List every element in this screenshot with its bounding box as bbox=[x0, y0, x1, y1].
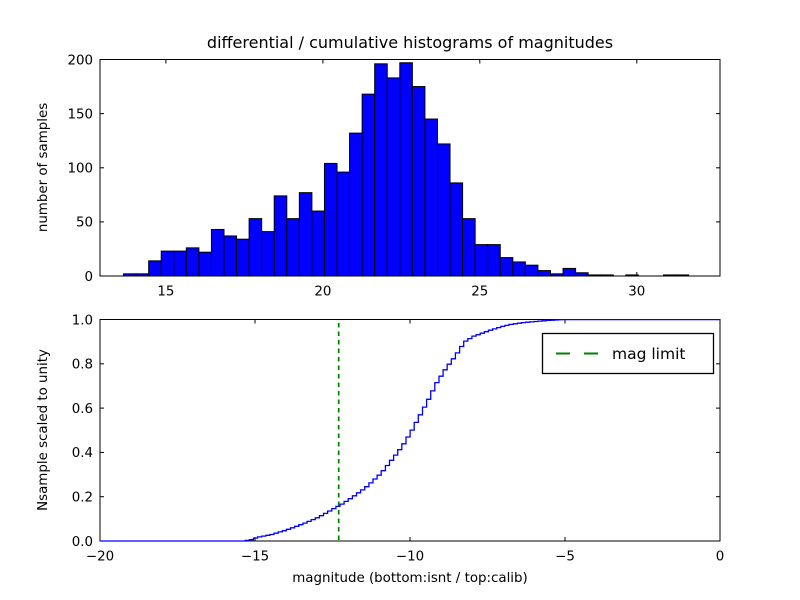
x-tick-label: −15 bbox=[241, 550, 269, 565]
histogram-bar bbox=[436, 143, 451, 277]
histogram-bar bbox=[575, 272, 589, 277]
histogram-bar bbox=[349, 132, 363, 277]
histogram-bars bbox=[123, 62, 690, 277]
histogram-bar bbox=[261, 231, 275, 277]
legend-box bbox=[541, 332, 715, 375]
y-tick-label: 1.0 bbox=[72, 313, 93, 328]
histogram-bar bbox=[123, 273, 137, 277]
histogram-bar bbox=[236, 238, 250, 277]
histogram-bar bbox=[675, 274, 690, 277]
histogram-bar bbox=[562, 267, 577, 277]
y-tick-label: 0.6 bbox=[72, 402, 93, 417]
histogram-bar bbox=[160, 250, 175, 277]
histogram-bar bbox=[135, 273, 150, 277]
y-tick-label: 100 bbox=[67, 162, 93, 177]
histogram-bar bbox=[449, 182, 464, 277]
bottom-y-axis-label: Nsample scaled to unity bbox=[36, 349, 51, 511]
histogram-bar bbox=[185, 247, 200, 277]
histogram-bar bbox=[286, 218, 300, 277]
histogram-bar bbox=[198, 251, 212, 277]
histogram-bar bbox=[273, 195, 288, 277]
legend-label: mag limit bbox=[612, 345, 685, 363]
charts-layer: 15 20 25 30 0 50 100 150 200 −20 −15 −10 −5 0 0.0 0.2 0.… bbox=[67, 53, 724, 564]
top-y-axis-label: number of samples bbox=[36, 103, 51, 232]
histogram-bar bbox=[600, 274, 614, 277]
x-tick-label: −20 bbox=[86, 550, 114, 565]
y-tick-label: 0.0 bbox=[72, 535, 93, 550]
histogram-bar bbox=[499, 257, 514, 277]
histogram-bar bbox=[361, 93, 376, 277]
x-tick-label: 20 bbox=[314, 285, 331, 300]
x-tick-label: 25 bbox=[471, 285, 488, 300]
x-tick-label: −10 bbox=[396, 550, 424, 565]
y-tick-label: 0.8 bbox=[72, 358, 93, 373]
legend: mag limit bbox=[541, 332, 715, 375]
histogram-bar bbox=[248, 218, 263, 277]
histogram-bar bbox=[223, 235, 238, 277]
histogram-bar bbox=[336, 171, 351, 277]
x-tick-label: −5 bbox=[555, 550, 575, 565]
histogram-bar bbox=[173, 250, 187, 277]
y-tick-label: 0.2 bbox=[72, 491, 93, 506]
histogram-bar bbox=[537, 270, 551, 277]
cumulative-curve bbox=[100, 318, 720, 542]
histogram-bar bbox=[311, 210, 325, 277]
histogram-bar bbox=[323, 162, 338, 277]
histogram-bar bbox=[587, 274, 602, 277]
figure-title: differential / cumulative histograms of … bbox=[207, 33, 613, 52]
histogram-bar bbox=[625, 274, 639, 277]
y-tick-label: 0.4 bbox=[72, 446, 93, 461]
y-tick-label: 0 bbox=[84, 270, 93, 285]
histogram-bar bbox=[462, 218, 476, 277]
histogram-bar bbox=[512, 261, 526, 277]
histogram-bar bbox=[474, 244, 489, 277]
histogram-bar bbox=[399, 62, 413, 277]
histogram-bar bbox=[148, 260, 162, 277]
y-tick-label: 200 bbox=[67, 53, 93, 68]
x-tick-label: 0 bbox=[716, 550, 725, 565]
histogram-bar bbox=[411, 86, 426, 277]
histogram-bar bbox=[210, 228, 225, 277]
x-tick-label: 30 bbox=[628, 285, 645, 300]
histogram-bar bbox=[298, 192, 313, 277]
y-tick-label: 150 bbox=[67, 107, 93, 122]
histogram-bar bbox=[487, 244, 501, 277]
histogram-bar bbox=[662, 274, 677, 277]
histogram-bar bbox=[374, 63, 388, 277]
histogram-bar bbox=[386, 77, 401, 277]
y-tick-label: 50 bbox=[76, 216, 93, 231]
histogram-bar bbox=[524, 264, 539, 277]
histogram-bar bbox=[424, 118, 438, 277]
histogram-bar bbox=[549, 273, 564, 277]
bottom-axes: −20 −15 −10 −5 0 0.0 0.2 0.4 0.6 0.8 1.0 bbox=[72, 313, 725, 564]
x-axis-label: magnitude (bottom:isnt / top:calib) bbox=[292, 571, 528, 586]
x-tick-label: 15 bbox=[157, 285, 174, 300]
